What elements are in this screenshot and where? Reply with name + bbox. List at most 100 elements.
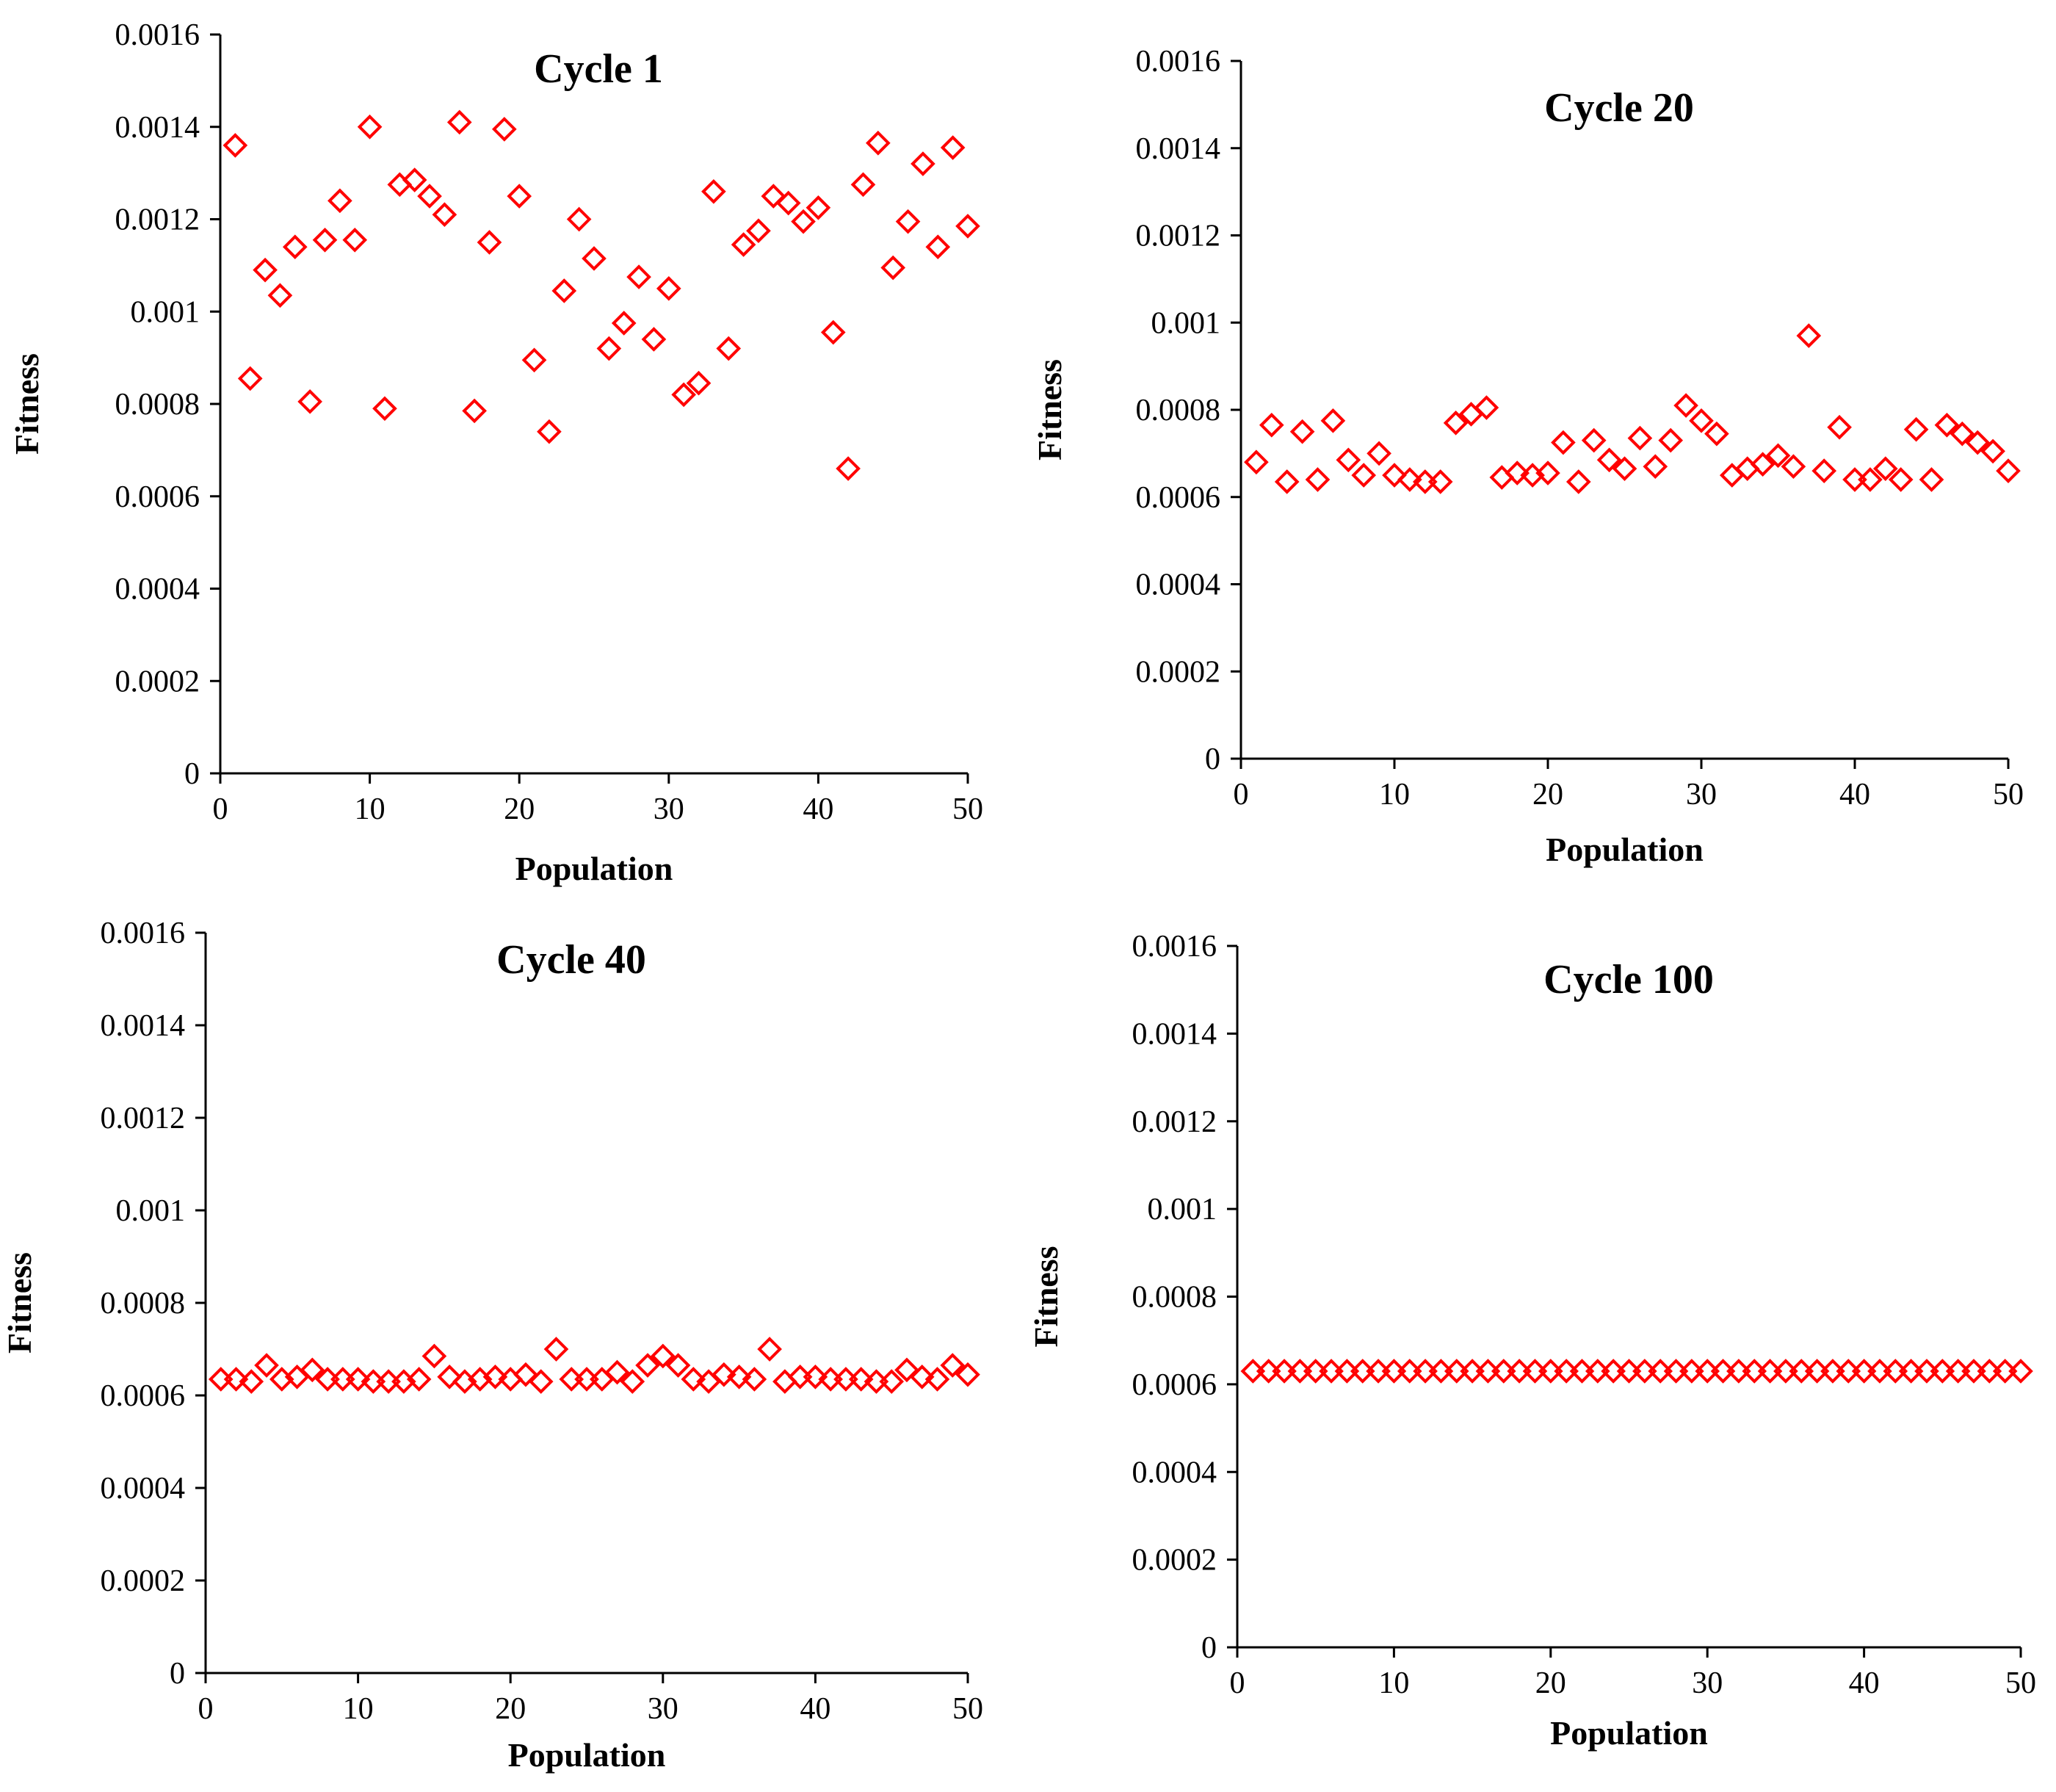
data-point-diamond <box>521 347 547 373</box>
data-point-diamond <box>327 188 352 214</box>
data-point-diamond <box>716 336 742 361</box>
data-point-diamond <box>345 1367 371 1392</box>
chart-panel-3: 0 0.0002 0.0004 0.0006 0.0008 0.001 0.0012 0.00… <box>1 917 983 1774</box>
data-point-diamond <box>1305 467 1331 492</box>
data-point-diamond <box>940 1353 966 1378</box>
x-tick-label: 10 <box>1378 1666 1409 1700</box>
x-tick-label: 30 <box>654 792 684 826</box>
data-point-diamond <box>1765 443 1791 469</box>
data-point-diamond <box>879 1369 905 1394</box>
chart-panel-1: 0 0.0002 0.0004 0.0006 0.0008 0.001 0.0012 0.00… <box>8 18 983 887</box>
data-point-diamond <box>848 1367 874 1392</box>
data-point-diamond <box>376 1369 401 1394</box>
data-point-diamond <box>421 1343 447 1369</box>
x-tick-label: 30 <box>1692 1666 1723 1700</box>
data-point-diamond <box>222 133 248 158</box>
y-tick-label: 0.0016 <box>115 18 200 52</box>
y-tick-label: 0.0014 <box>1132 1017 1217 1051</box>
data-point-diamond <box>543 1337 569 1362</box>
y-tick-label: 0.001 <box>131 295 200 329</box>
data-point-diamond <box>208 1367 234 1392</box>
data-point-diamond <box>2008 1359 2033 1384</box>
y-tick-label: 0.0006 <box>101 1379 186 1413</box>
y-tick-label: 0.0008 <box>1132 1281 1217 1315</box>
x-tick-label: 10 <box>355 792 386 826</box>
data-point-diamond <box>650 1343 676 1369</box>
y-tick-label: 0.0008 <box>101 1287 186 1320</box>
y-tick-label: 0.001 <box>1148 1193 1217 1226</box>
data-point-diamond <box>731 232 756 257</box>
data-point-diamond <box>566 206 592 232</box>
x-tick-label: 0 <box>1234 778 1249 812</box>
x-axis-label: Population <box>1546 831 1704 868</box>
y-tick-label: 0.0012 <box>1132 1105 1217 1139</box>
data-point-diamond <box>925 234 951 260</box>
data-point-diamond <box>357 114 383 140</box>
x-tick-label: 20 <box>504 792 535 826</box>
chart-title: Cycle 20 <box>1544 85 1694 131</box>
y-tick-label: 0.0004 <box>115 573 200 607</box>
data-point-diamond <box>1474 395 1499 420</box>
data-point-diamond <box>1505 460 1530 485</box>
y-tick-label: 0.0016 <box>1136 45 1221 79</box>
data-point-diamond <box>507 184 532 209</box>
data-point-diamond <box>406 1367 432 1392</box>
data-point-diamond <box>656 275 681 301</box>
chart-title: Cycle 1 <box>534 46 663 92</box>
y-tick-label: 0.0004 <box>101 1472 186 1506</box>
data-point-diamond <box>1351 463 1377 488</box>
data-point-diamond <box>312 227 338 253</box>
data-point-diamond <box>446 109 472 135</box>
data-point-diamond <box>761 184 786 209</box>
y-axis-label: Fitness <box>1 1252 38 1354</box>
chart-title: Cycle 100 <box>1543 957 1714 1002</box>
x-tick-label: 50 <box>2005 1666 2036 1700</box>
x-tick-label: 0 <box>198 1692 214 1726</box>
data-point-diamond <box>866 130 891 156</box>
x-tick-label: 50 <box>952 792 983 826</box>
data-point-diamond <box>282 234 308 260</box>
y-tick-label: 0.0008 <box>1136 394 1221 427</box>
y-tick-label: 0.0014 <box>1136 132 1221 166</box>
y-tick-label: 0.001 <box>1151 306 1221 340</box>
data-point-diamond <box>894 1357 919 1383</box>
data-point-diamond <box>254 1353 279 1378</box>
data-point-diamond <box>1320 408 1346 433</box>
data-point-diamond <box>559 1367 584 1392</box>
data-point-diamond <box>1627 425 1653 451</box>
y-tick-label: 0.0004 <box>1136 568 1221 602</box>
data-point-diamond <box>528 1369 554 1394</box>
y-tick-label: 0 <box>184 757 200 791</box>
y-tick-label: 0.0016 <box>1132 930 1217 964</box>
data-point-diamond <box>582 246 607 271</box>
data-point-diamond <box>1581 427 1607 453</box>
data-point-diamond <box>477 230 502 255</box>
data-point-diamond <box>342 227 368 253</box>
x-tick-label: 10 <box>343 1692 374 1726</box>
data-point-diamond <box>1274 469 1300 494</box>
y-tick-label: 0.0004 <box>1132 1456 1217 1489</box>
data-point-diamond <box>604 1359 630 1385</box>
data-point-diamond <box>1842 467 1867 492</box>
y-tick-label: 0 <box>1205 743 1220 776</box>
data-point-diamond <box>492 117 517 142</box>
data-point-diamond <box>253 257 278 283</box>
data-point-diamond <box>665 1353 691 1378</box>
y-tick-label: 0.0006 <box>115 480 200 514</box>
data-point-diamond <box>1565 469 1591 494</box>
data-point-diamond <box>513 1362 538 1387</box>
data-point-diamond <box>833 1367 858 1392</box>
y-tick-label: 0.0006 <box>1132 1368 1217 1402</box>
data-point-diamond <box>820 319 846 345</box>
data-point-diamond <box>701 178 726 204</box>
data-point-diamond <box>1535 460 1560 485</box>
data-point-diamond <box>1919 467 1944 492</box>
data-point-diamond <box>940 135 966 160</box>
data-point-diamond <box>237 366 263 391</box>
data-point-diamond <box>955 1362 980 1387</box>
data-point-diamond <box>712 1362 736 1387</box>
data-point-diamond <box>267 283 293 308</box>
data-point-diamond <box>611 311 637 336</box>
data-point-diamond <box>850 172 876 198</box>
